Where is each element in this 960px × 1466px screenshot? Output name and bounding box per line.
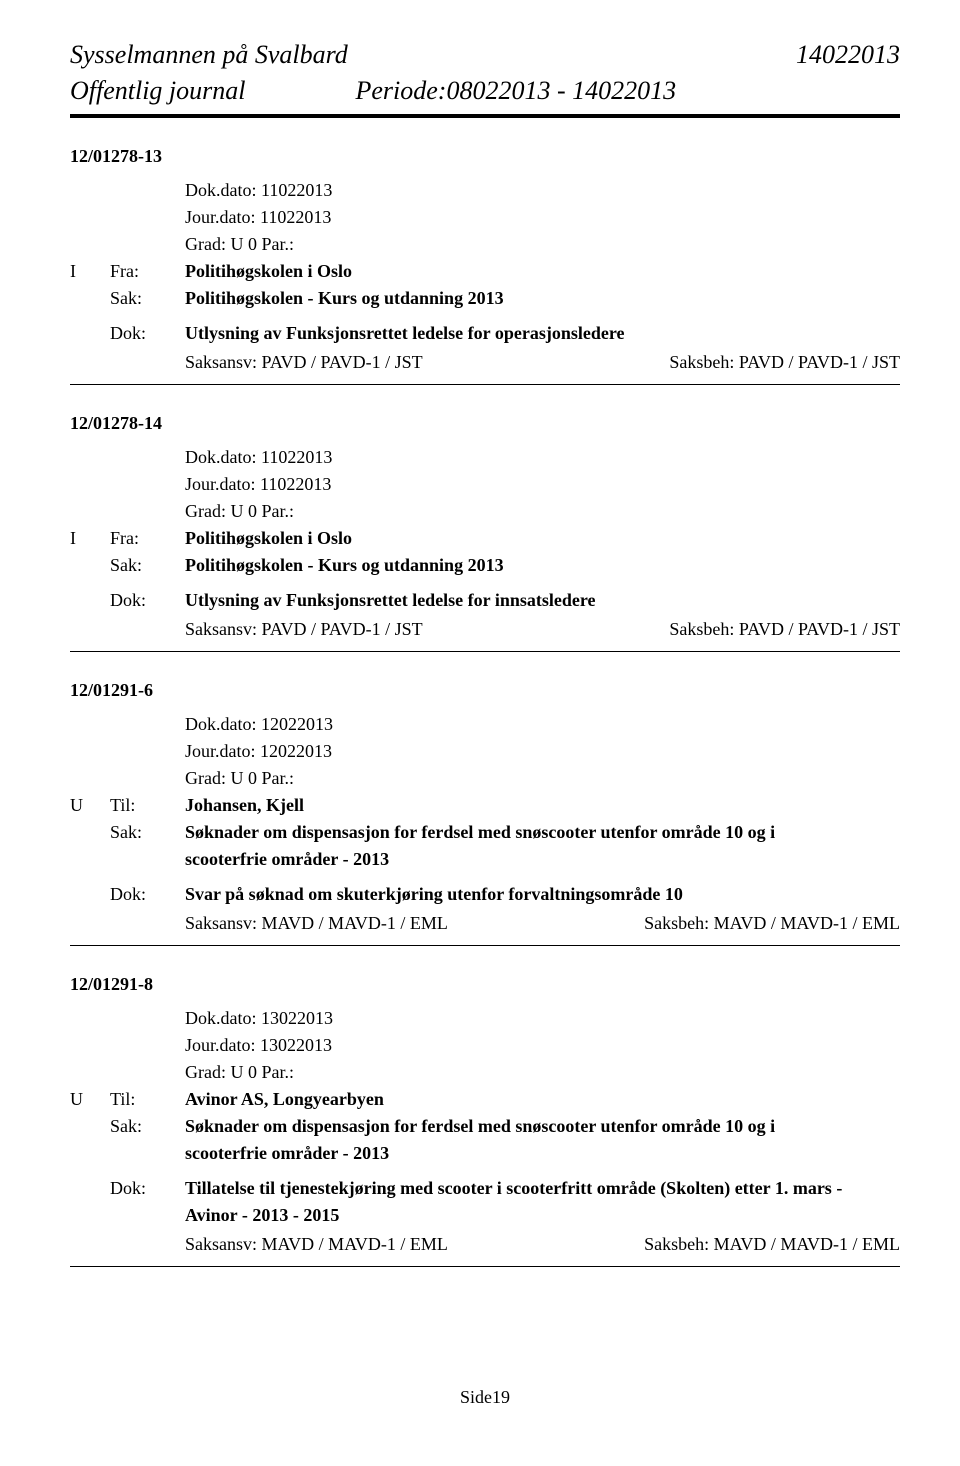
fra-til-label: Til: bbox=[110, 1086, 185, 1113]
dok-dato: Dok.dato: 12022013 bbox=[70, 711, 900, 738]
jour-dato: Jour.dato: 12022013 bbox=[70, 738, 900, 765]
journal-entry: 12/01291-6 Dok.dato: 12022013Jour.dato: 1… bbox=[70, 680, 900, 946]
dok-label: Dok: bbox=[110, 1175, 185, 1202]
entry-id: 12/01291-6 bbox=[70, 680, 900, 701]
grad: Grad: U 0 Par.: bbox=[70, 1059, 900, 1086]
saksbeh: Saksbeh: MAVD / MAVD-1 / EML bbox=[644, 910, 900, 937]
dok-continuation: Avinor - 2013 - 2015 bbox=[70, 1202, 900, 1229]
dok-label: Dok: bbox=[110, 320, 185, 347]
jour-dato: Jour.dato: 11022013 bbox=[70, 471, 900, 498]
dok-row: Dok: Utlysning av Funksjonsrettet ledels… bbox=[70, 587, 900, 614]
dok-value: Tillatelse til tjenestekjøring med scoot… bbox=[185, 1175, 900, 1202]
saks-row: Saksansv: MAVD / MAVD-1 / EML Saksbeh: M… bbox=[70, 1231, 900, 1258]
dok-dato: Dok.dato: 13022013 bbox=[70, 1005, 900, 1032]
header-subtitle-left: Offentlig journal bbox=[70, 76, 246, 106]
entry-rule bbox=[70, 1266, 900, 1267]
dok-value: Utlysning av Funksjonsrettet ledelse for… bbox=[185, 320, 900, 347]
sak-row: Sak: Politihøgskolen - Kurs og utdanning… bbox=[70, 285, 900, 312]
entry-prefix: I bbox=[70, 525, 110, 552]
jour-dato: Jour.dato: 11022013 bbox=[70, 204, 900, 231]
fra-til-value: Politihøgskolen i Oslo bbox=[185, 525, 900, 552]
header-top-row: Sysselmannen på Svalbard 14022013 bbox=[70, 40, 900, 70]
grad: Grad: U 0 Par.: bbox=[70, 765, 900, 792]
saksansv: Saksansv: PAVD / PAVD-1 / JST bbox=[185, 616, 423, 643]
dok-label: Dok: bbox=[110, 587, 185, 614]
fra-til-label: Fra: bbox=[110, 258, 185, 285]
fra-til-row: I Fra: Politihøgskolen i Oslo bbox=[70, 258, 900, 285]
dok-row: Dok: Svar på søknad om skuterkjøring ute… bbox=[70, 881, 900, 908]
fra-til-value: Politihøgskolen i Oslo bbox=[185, 258, 900, 285]
saksansv: Saksansv: MAVD / MAVD-1 / EML bbox=[185, 910, 448, 937]
page-header: Sysselmannen på Svalbard 14022013 Offent… bbox=[70, 40, 900, 106]
saks-row: Saksansv: PAVD / PAVD-1 / JST Saksbeh: P… bbox=[70, 349, 900, 376]
sak-label: Sak: bbox=[110, 1113, 185, 1140]
dok-row: Dok: Tillatelse til tjenestekjøring med … bbox=[70, 1175, 900, 1202]
saksbeh: Saksbeh: PAVD / PAVD-1 / JST bbox=[669, 616, 900, 643]
grad: Grad: U 0 Par.: bbox=[70, 231, 900, 258]
sak-continuation: scooterfrie områder - 2013 bbox=[70, 1140, 900, 1167]
entry-rule bbox=[70, 651, 900, 652]
dok-label: Dok: bbox=[110, 881, 185, 908]
entry-prefix: U bbox=[70, 792, 110, 819]
sak-row: Sak: Søknader om dispensasjon for ferdse… bbox=[70, 1113, 900, 1140]
header-title-right: 14022013 bbox=[796, 40, 900, 70]
sak-value: Politihøgskolen - Kurs og utdanning 2013 bbox=[185, 285, 900, 312]
sak-value: Søknader om dispensasjon for ferdsel med… bbox=[185, 819, 900, 846]
saks-row: Saksansv: MAVD / MAVD-1 / EML Saksbeh: M… bbox=[70, 910, 900, 937]
jour-dato: Jour.dato: 13022013 bbox=[70, 1032, 900, 1059]
header-title-left: Sysselmannen på Svalbard bbox=[70, 40, 348, 70]
dok-dato: Dok.dato: 11022013 bbox=[70, 444, 900, 471]
page-footer: Side19 bbox=[70, 1387, 900, 1408]
grad: Grad: U 0 Par.: bbox=[70, 498, 900, 525]
entry-id: 12/01278-14 bbox=[70, 413, 900, 434]
dok-value: Svar på søknad om skuterkjøring utenfor … bbox=[185, 881, 900, 908]
entry-rule bbox=[70, 384, 900, 385]
journal-entry: 12/01278-14 Dok.dato: 11022013Jour.dato: … bbox=[70, 413, 900, 652]
journal-entry: 12/01278-13 Dok.dato: 11022013Jour.dato: … bbox=[70, 146, 900, 385]
journal-entry: 12/01291-8 Dok.dato: 13022013Jour.dato: 1… bbox=[70, 974, 900, 1267]
sak-value: Politihøgskolen - Kurs og utdanning 2013 bbox=[185, 552, 900, 579]
fra-til-row: U Til: Johansen, Kjell bbox=[70, 792, 900, 819]
sak-row: Sak: Søknader om dispensasjon for ferdse… bbox=[70, 819, 900, 846]
entry-prefix: U bbox=[70, 1086, 110, 1113]
fra-til-value: Avinor AS, Longyearbyen bbox=[185, 1086, 900, 1113]
saksbeh: Saksbeh: PAVD / PAVD-1 / JST bbox=[669, 349, 900, 376]
saksansv: Saksansv: MAVD / MAVD-1 / EML bbox=[185, 1231, 448, 1258]
dok-row: Dok: Utlysning av Funksjonsrettet ledels… bbox=[70, 320, 900, 347]
entry-rule bbox=[70, 945, 900, 946]
saks-row: Saksansv: PAVD / PAVD-1 / JST Saksbeh: P… bbox=[70, 616, 900, 643]
entries-container: 12/01278-13Dok.dato: 11022013Jour.dato: … bbox=[70, 146, 900, 1267]
sak-label: Sak: bbox=[110, 285, 185, 312]
sak-continuation: scooterfrie områder - 2013 bbox=[70, 846, 900, 873]
dok-value: Utlysning av Funksjonsrettet ledelse for… bbox=[185, 587, 900, 614]
entry-prefix: I bbox=[70, 258, 110, 285]
sak-value: Søknader om dispensasjon for ferdsel med… bbox=[185, 1113, 900, 1140]
fra-til-value: Johansen, Kjell bbox=[185, 792, 900, 819]
sak-label: Sak: bbox=[110, 819, 185, 846]
header-rule bbox=[70, 114, 900, 118]
fra-til-label: Fra: bbox=[110, 525, 185, 552]
header-bottom-row: Offentlig journal Periode:08022013 - 140… bbox=[70, 76, 900, 106]
dok-dato: Dok.dato: 11022013 bbox=[70, 177, 900, 204]
fra-til-row: I Fra: Politihøgskolen i Oslo bbox=[70, 525, 900, 552]
fra-til-row: U Til: Avinor AS, Longyearbyen bbox=[70, 1086, 900, 1113]
sak-label: Sak: bbox=[110, 552, 185, 579]
saksansv: Saksansv: PAVD / PAVD-1 / JST bbox=[185, 349, 423, 376]
entry-id: 12/01291-8 bbox=[70, 974, 900, 995]
fra-til-label: Til: bbox=[110, 792, 185, 819]
header-subtitle-right: Periode:08022013 - 14022013 bbox=[356, 76, 677, 106]
sak-row: Sak: Politihøgskolen - Kurs og utdanning… bbox=[70, 552, 900, 579]
entry-id: 12/01278-13 bbox=[70, 146, 900, 167]
saksbeh: Saksbeh: MAVD / MAVD-1 / EML bbox=[644, 1231, 900, 1258]
